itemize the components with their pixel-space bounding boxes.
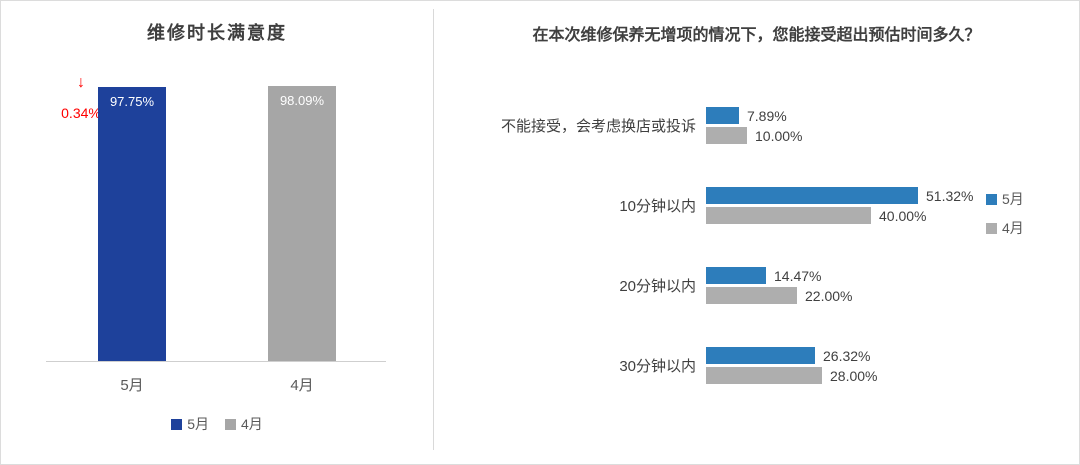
hbar-value-label: 51.32% (926, 187, 974, 204)
hbar-value-label: 26.32% (823, 347, 871, 364)
hbar-line-4月: 28.00% (706, 367, 877, 384)
right-chart-title: 在本次维修保养无增项的情况下，您能接受超出预估时间多久？ (532, 27, 981, 44)
legend-item-5月: 5月 (986, 189, 1024, 209)
hbar-5月[interactable] (706, 347, 815, 364)
hbar-4月[interactable] (706, 127, 747, 144)
category-label: 不能接受，会考虑换店或投诉 (500, 118, 696, 135)
legend-swatch-icon (986, 193, 997, 205)
category-bars: 14.47% 22.00% (706, 267, 852, 304)
legend-item-4月: 4月 (225, 414, 263, 434)
hbar-value-label: 14.47% (774, 267, 822, 284)
acceptance-row: 不能接受，会考虑换店或投诉 7.89% 10.00% (434, 107, 1079, 144)
vbar-value-label: 97.75% (109, 94, 155, 109)
acceptance-row: 30分钟以内 26.32% 28.00% (434, 347, 1079, 384)
category-label: 30分钟以内 (619, 358, 696, 375)
left-chart-title: 维修时长满意度 (147, 23, 287, 43)
hbar-4月[interactable] (706, 207, 871, 224)
category-bars: 51.32% 40.00% (706, 187, 973, 224)
left-plot-area: ↓ 0.34% 97.75% 98.09% 5月 4月 (46, 67, 386, 394)
acceptance-row: 10分钟以内 51.32% 40.00% (434, 187, 1079, 224)
legend-item-5月: 5月 (171, 414, 209, 434)
x-axis-label-may: 5月 (120, 377, 144, 394)
hbar-line-5月: 51.32% (706, 187, 973, 204)
satisfaction-chart: 维修时长满意度 ↓ 0.34% 97.75% 98.09% 5月 4月 5月 4月 (1, 1, 433, 464)
legend-label: 5月 (187, 416, 209, 432)
legend-swatch-icon (225, 418, 236, 430)
hbar-value-label: 7.89% (747, 107, 787, 124)
right-legend: 5月 4月 (986, 189, 1024, 238)
hbar-line-4月: 22.00% (706, 287, 852, 304)
vbar-5月[interactable]: 97.75% (98, 87, 166, 361)
legend-label: 4月 (1002, 220, 1024, 236)
hbar-4月[interactable] (706, 367, 822, 384)
hbar-line-5月: 26.32% (706, 347, 877, 364)
hbar-line-4月: 40.00% (706, 207, 973, 224)
hbar-5月[interactable] (706, 267, 766, 284)
acceptance-row: 20分钟以内 14.47% 22.00% (434, 267, 1079, 304)
hbar-value-label: 28.00% (830, 367, 878, 384)
right-rows: 不能接受，会考虑换店或投诉 7.89% 10.00% 10分钟以内 51.32% 40.0… (434, 107, 1079, 384)
left-plot-bars: 97.75% 98.09% (46, 67, 386, 362)
delta-annotation: ↓ 0.34% (46, 74, 116, 122)
vertical-divider (433, 9, 434, 450)
down-arrow-icon: ↓ (77, 74, 85, 91)
legend-label: 5月 (1002, 191, 1024, 207)
hbar-value-label: 22.00% (805, 287, 853, 304)
hbar-value-label: 40.00% (879, 207, 927, 224)
delta-value-label: 0.34% (61, 105, 101, 121)
hbar-line-4月: 10.00% (706, 127, 802, 144)
vbar-4月[interactable]: 98.09% (268, 86, 336, 361)
legend-swatch-icon (171, 418, 183, 430)
x-axis-label-april: 4月 (290, 377, 314, 394)
legend-item-4月: 4月 (986, 218, 1024, 238)
hbar-line-5月: 14.47% (706, 267, 852, 284)
category-bars: 26.32% 28.00% (706, 347, 877, 384)
category-bars: 7.89% 10.00% (706, 107, 802, 144)
category-label: 20分钟以内 (619, 278, 696, 295)
left-legend: 5月 4月 (1, 414, 433, 434)
vbar-value-label: 98.09% (279, 93, 325, 108)
hbar-value-label: 10.00% (755, 127, 803, 144)
acceptance-chart: 在本次维修保养无增项的情况下，您能接受超出预估时间多久？ 不能接受，会考虑换店或… (434, 1, 1079, 464)
legend-label: 4月 (241, 416, 263, 432)
hbar-line-5月: 7.89% (706, 107, 802, 124)
hbar-5月[interactable] (706, 187, 918, 204)
hbar-5月[interactable] (706, 107, 739, 124)
hbar-4月[interactable] (706, 287, 797, 304)
category-label: 10分钟以内 (619, 198, 696, 215)
legend-swatch-icon (986, 222, 997, 234)
